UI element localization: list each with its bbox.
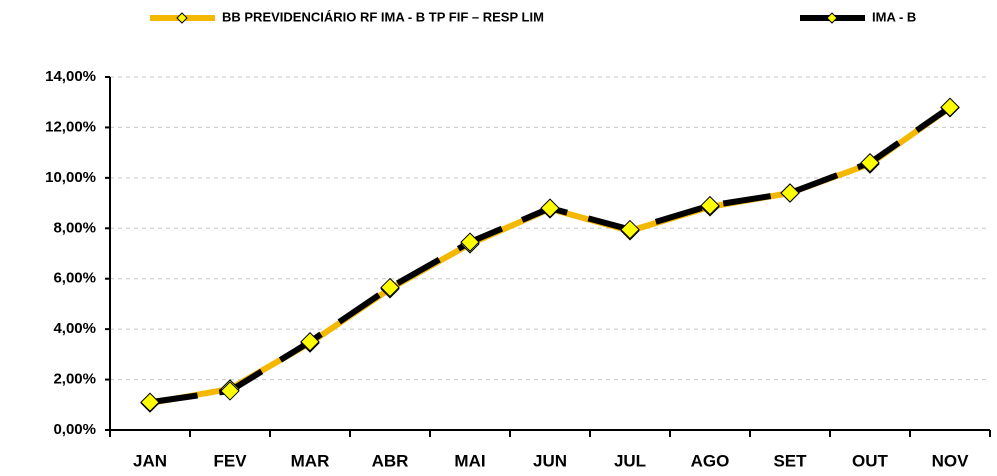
data-point bbox=[300, 332, 320, 352]
y-tick-label: 14,00% bbox=[45, 68, 96, 85]
data-point bbox=[540, 198, 560, 218]
x-tick-label: OUT bbox=[852, 451, 889, 470]
x-tick-label: ABR bbox=[372, 451, 409, 470]
data-point bbox=[940, 97, 960, 117]
legend-marker bbox=[826, 12, 838, 24]
y-tick-label: 10,00% bbox=[45, 169, 96, 186]
x-tick-label: MAI bbox=[454, 451, 485, 470]
legend-label: BB PREVIDENCIÁRIO RF IMA - B TP FIF – RE… bbox=[222, 9, 544, 24]
y-tick-label: 4,00% bbox=[53, 320, 96, 337]
y-tick-label: 12,00% bbox=[45, 118, 96, 135]
data-point bbox=[220, 381, 240, 401]
series-line bbox=[149, 104, 952, 406]
legend-label: IMA - B bbox=[872, 9, 916, 24]
x-tick-label: JUN bbox=[533, 451, 567, 470]
x-tick-label: AGO bbox=[691, 451, 730, 470]
data-point bbox=[620, 219, 640, 240]
data-point bbox=[700, 195, 720, 216]
y-tick-label: 2,00% bbox=[53, 371, 96, 388]
y-tick-label: 8,00% bbox=[53, 219, 96, 236]
data-point bbox=[860, 153, 880, 173]
x-tick-label: NOV bbox=[932, 451, 970, 470]
x-tick-label: JAN bbox=[133, 451, 167, 470]
x-tick-label: SET bbox=[773, 451, 807, 470]
y-tick-label: 6,00% bbox=[53, 270, 96, 287]
data-point bbox=[140, 392, 160, 412]
data-point bbox=[780, 183, 800, 203]
data-point bbox=[380, 277, 400, 298]
x-tick-label: MAR bbox=[291, 451, 330, 470]
legend-marker bbox=[176, 12, 188, 24]
x-tick-label: FEV bbox=[213, 451, 247, 470]
data-point bbox=[460, 232, 480, 252]
y-tick-label: 0,00% bbox=[53, 421, 96, 438]
x-tick-label: JUL bbox=[614, 451, 646, 470]
series-line bbox=[149, 105, 952, 406]
